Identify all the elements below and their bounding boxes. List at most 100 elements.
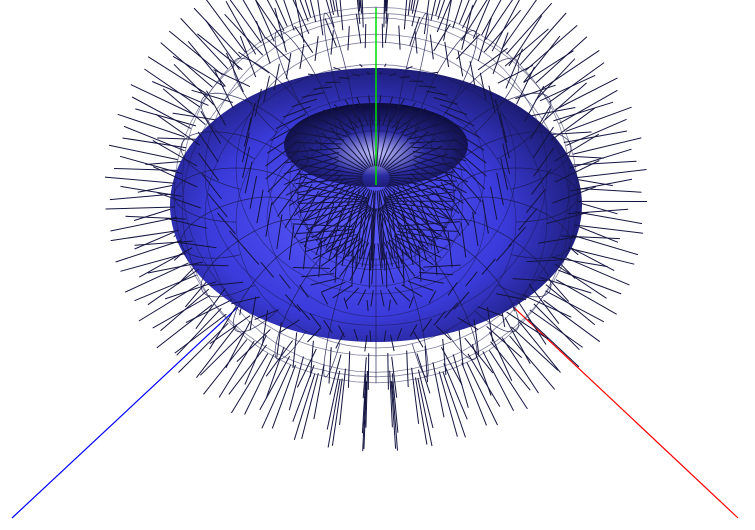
normal-vector <box>328 347 332 384</box>
normal-vector <box>328 207 344 262</box>
normal-vector <box>265 140 299 167</box>
normal-vector <box>384 173 450 199</box>
normal-vector <box>291 98 318 108</box>
normal-vector <box>344 287 360 303</box>
normal-vector <box>256 189 264 224</box>
normal-vector <box>309 0 317 23</box>
normal-vector <box>387 288 398 305</box>
normal-vector <box>365 370 368 428</box>
normal-vector <box>436 0 452 33</box>
normal-vector <box>218 340 255 398</box>
normal-vector <box>444 112 475 127</box>
normal-vector <box>408 296 414 309</box>
normal-vector <box>412 164 467 194</box>
normal-vector <box>363 381 368 450</box>
normal-vector <box>279 274 291 289</box>
normal-vector <box>335 332 345 349</box>
normal-vector <box>461 362 487 426</box>
normal-vector <box>417 378 433 447</box>
mesh-meridian-line <box>395 12 429 131</box>
normal-vector <box>160 288 210 332</box>
normal-vector <box>338 241 367 278</box>
normal-vector <box>110 216 178 232</box>
normal-vector <box>400 114 436 134</box>
normal-vector <box>525 188 546 214</box>
normal-vector <box>329 354 342 395</box>
normal-vector <box>552 186 597 204</box>
normal-vector <box>482 351 515 412</box>
normal-vector <box>430 0 437 21</box>
normal-vector <box>574 187 642 193</box>
normal-vector <box>510 326 559 371</box>
normal-vector <box>554 133 600 162</box>
normal-vector <box>265 149 300 180</box>
normal-vector <box>243 247 260 265</box>
normal-vector <box>376 208 383 269</box>
normal-vector <box>452 0 463 29</box>
normal-vector <box>147 261 203 274</box>
normal-vector <box>360 0 362 14</box>
normal-vector <box>152 166 198 188</box>
normal-vector <box>371 243 376 285</box>
normal-vector <box>187 40 226 87</box>
normal-vector <box>292 332 298 369</box>
normal-vector <box>130 84 195 115</box>
normal-vector <box>385 251 388 289</box>
normal-vector <box>364 335 368 352</box>
mesh-meridian-line <box>430 235 520 333</box>
normal-vector <box>301 175 368 199</box>
normal-vector <box>327 379 341 448</box>
normal-vector <box>301 92 325 98</box>
normal-vector <box>554 160 600 183</box>
normal-vector <box>428 290 437 304</box>
normal-vector <box>448 120 481 139</box>
normal-vector <box>330 30 334 55</box>
normal-vector <box>378 192 384 261</box>
normal-vector <box>364 23 367 49</box>
normal-vector <box>530 168 552 196</box>
normal-vector <box>331 378 343 446</box>
normal-vector <box>532 126 554 158</box>
normal-vector <box>255 0 275 42</box>
normal-vector <box>566 118 627 146</box>
normal-vector <box>203 339 248 395</box>
normal-vector <box>199 330 246 376</box>
normal-vector <box>302 233 308 270</box>
normal-vector <box>298 184 368 200</box>
normal-vector <box>385 0 389 24</box>
normal-vector <box>244 353 275 415</box>
normal-vector <box>196 325 237 379</box>
normal-vector <box>295 228 354 235</box>
normal-vector <box>391 373 399 433</box>
normal-vector <box>299 201 368 213</box>
normal-vector <box>229 0 262 44</box>
normal-vector <box>423 264 461 268</box>
normal-vector <box>152 295 211 329</box>
front-normal-vectors <box>104 0 648 452</box>
normal-vector <box>496 172 504 206</box>
normal-vector <box>384 131 429 170</box>
normal-vector <box>413 331 424 348</box>
normal-vector <box>205 0 246 53</box>
normal-vector <box>138 247 193 278</box>
normal-vector <box>396 107 427 131</box>
normal-vector <box>314 36 319 61</box>
normal-vector <box>451 129 485 151</box>
normal-vector <box>307 327 322 343</box>
normal-vector <box>321 281 346 293</box>
normal-vector <box>241 131 250 163</box>
normal-vector <box>298 132 345 141</box>
normal-vector <box>397 186 429 247</box>
normal-vector <box>461 0 478 29</box>
normal-vector <box>296 348 317 388</box>
normal-vector <box>489 331 513 382</box>
normal-vector <box>198 152 220 181</box>
normal-vector <box>473 319 480 355</box>
normal-vector <box>135 108 197 127</box>
normal-vector <box>249 176 258 209</box>
normal-vector <box>248 102 256 132</box>
normal-vector <box>285 53 292 79</box>
normal-vector <box>388 190 408 257</box>
